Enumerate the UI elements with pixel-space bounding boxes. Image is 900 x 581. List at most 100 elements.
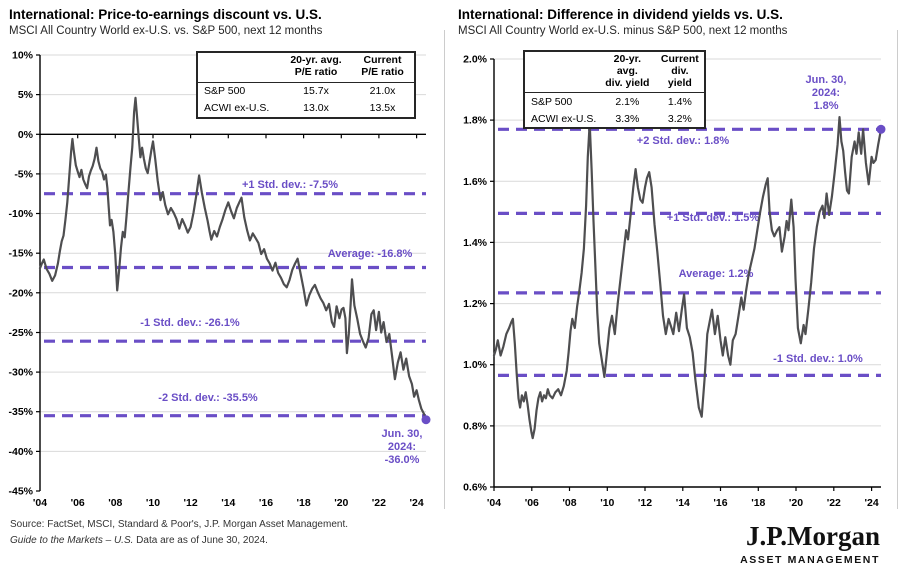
y-tick-label: 2.0% (463, 54, 488, 66)
x-tick-label: '24 (865, 497, 879, 509)
x-tick-label: '14 (221, 497, 235, 509)
end-annotation-line: 2024: (812, 87, 840, 99)
pe-x-axis: '04 '06 '08 '10 '12 '14 '16 '18 '20 '22 '24 (33, 133, 426, 509)
pe-series-line (38, 96, 428, 421)
dy-end-annotation: Jun. 30,2024:1.8% (806, 74, 847, 112)
table-value-cell: 2.1% (615, 95, 640, 108)
dy-end-dot (876, 124, 886, 134)
x-tick-label: '08 (562, 497, 576, 509)
y-tick-label: 1.2% (463, 298, 488, 310)
left-chart-subtitle: MSCI All Country World ex-U.S. vs. S&P 5… (9, 25, 323, 37)
x-tick-label: '18 (751, 497, 765, 509)
dy-reference-lines: +2 Std. dev.: 1.8% +1 Std. dev.: 1.5% Aver… (498, 127, 881, 377)
jpmorgan-logo: J.P.Morgan ASSET MANAGEMENT (740, 521, 880, 566)
gtm-line: Guide to the Markets – U.S. Data are as … (10, 533, 348, 549)
x-tick-label: '06 (525, 497, 539, 509)
table-header-cell: Current div. yield (655, 51, 706, 94)
pe-ratio-table: 20-yr. avg. P/E ratio Current P/E ratio S&P … (196, 51, 416, 119)
source-line: Source: FactSet, MSCI, Standard & Poor's… (10, 517, 348, 533)
y-tick-label: 0.8% (463, 420, 488, 432)
pe-end-dot (421, 415, 431, 425)
y-tick-label: 1.6% (463, 176, 488, 188)
x-tick-label: '10 (146, 497, 160, 509)
table-value-cell: 13.5x (369, 102, 396, 114)
source-note: Source: FactSet, MSCI, Standard & Poor's… (10, 517, 348, 548)
x-tick-label: '08 (108, 497, 122, 509)
y-tick-label: -5% (14, 168, 33, 180)
end-annotation-line: Jun. 30, (806, 74, 847, 86)
logo-division-text: ASSET MANAGEMENT (740, 554, 880, 566)
y-tick-label: 5% (18, 89, 34, 101)
y-tick-label: -25% (8, 327, 33, 339)
dy-series-line (492, 115, 883, 440)
table-value-cell: 15.7x (303, 85, 329, 97)
y-tick-label: 1.0% (463, 359, 488, 371)
x-tick-label: '24 (410, 497, 424, 509)
table-value-cell: 3.2% (667, 112, 692, 125)
dy-x-axis: '04 '06 '08 '10 '12 '14 '16 '18 '20 '22 '24 (487, 486, 881, 509)
table-header-cell: Current P/E ratio (351, 52, 415, 83)
x-tick-label: '04 (487, 497, 501, 509)
x-tick-label: '22 (827, 497, 841, 509)
table-row: ACWI ex-U.S. 13.0x 13.5x (197, 100, 415, 118)
table-row-label: S&P 500 (204, 85, 246, 97)
y-tick-label: 1.8% (463, 115, 488, 127)
pe-y-axis: 10% 5% 0% -5% -10% -15% -20% -25% -30% -35% -40% -4… (8, 50, 41, 498)
table-row-label: ACWI ex-U.S. (204, 102, 270, 114)
pe-end-annotation: Jun. 30,2024:-36.0% (382, 428, 423, 466)
std-dev-label: +2 Std. dev.: 1.8% (637, 135, 730, 147)
x-tick-label: '14 (676, 497, 690, 509)
table-row: ACWI ex-U.S. 3.3% 3.2% (524, 110, 705, 128)
y-tick-label: -40% (8, 446, 33, 458)
dy-y-axis: 2.0% 1.8% 1.6% 1.4% 1.2% 1.0% 0.8% 0.6% (463, 54, 495, 494)
end-annotation-line: 1.8% (813, 100, 838, 112)
y-tick-label: 1.4% (463, 237, 488, 249)
right-edge-divider (897, 30, 898, 509)
dividend-yield-table: 20-yr. avg. div. yield Current div. yield S&… (523, 50, 707, 130)
y-tick-label: -15% (8, 248, 33, 260)
asof-text: Data are as of June 30, 2024. (133, 534, 268, 546)
x-tick-label: '20 (334, 497, 348, 509)
logo-brand-text: J.P.Morgan (746, 521, 880, 551)
std-dev-label: Average: -16.8% (328, 248, 413, 260)
table-value-cell: 3.3% (615, 112, 640, 125)
end-annotation-line: Jun. 30, (382, 428, 423, 440)
table-row: S&P 500 2.1% 1.4% (524, 93, 705, 111)
y-tick-label: -45% (8, 486, 33, 498)
y-tick-label: 0% (18, 129, 34, 141)
table-header-cell: 20-yr. avg. P/E ratio (281, 52, 351, 83)
end-annotation-line: 2024: (388, 441, 416, 453)
x-tick-label: '04 (33, 497, 47, 509)
std-dev-label: +1 Std. dev.: -7.5% (242, 179, 338, 191)
table-header-cell: 20-yr. avg. div. yield (599, 51, 656, 94)
x-tick-label: '22 (372, 497, 386, 509)
x-tick-label: '16 (713, 497, 727, 509)
right-chart-subtitle: MSCI All Country World ex-U.S. minus S&P… (458, 25, 788, 37)
std-dev-label: -1 Std. dev.: -26.1% (140, 317, 240, 329)
table-value-cell: 1.4% (667, 95, 692, 108)
y-tick-label: 0.6% (463, 482, 488, 494)
y-tick-label: -10% (8, 208, 33, 220)
right-chart-title: International: Difference in dividend yi… (458, 7, 783, 22)
std-dev-label: -1 Std. dev.: 1.0% (773, 353, 863, 365)
x-tick-label: '20 (789, 497, 803, 509)
x-tick-label: '12 (638, 497, 652, 509)
end-annotation-line: -36.0% (385, 454, 420, 466)
table-row-label: ACWI ex-U.S. (531, 112, 597, 125)
table-corner-cell (197, 52, 281, 83)
x-tick-label: '18 (297, 497, 311, 509)
y-tick-label: 10% (12, 50, 34, 62)
table-value-cell: 13.0x (303, 102, 329, 114)
std-dev-label: +1 Std. dev.: 1.5% (667, 212, 760, 224)
table-row: S&P 500 15.7x 21.0x (197, 82, 415, 100)
panel-divider (444, 30, 445, 509)
x-tick-label: '16 (259, 497, 273, 509)
y-tick-label: -20% (8, 287, 33, 299)
source-text: Source: FactSet, MSCI, Standard & Poor's… (10, 519, 348, 530)
x-tick-label: '10 (600, 497, 614, 509)
left-chart-title: International: Price-to-earnings discoun… (9, 7, 322, 22)
gtm-italic-text: Guide to the Markets – U.S. (10, 534, 134, 546)
table-row-label: S&P 500 (531, 95, 573, 108)
y-tick-label: -35% (8, 406, 33, 418)
